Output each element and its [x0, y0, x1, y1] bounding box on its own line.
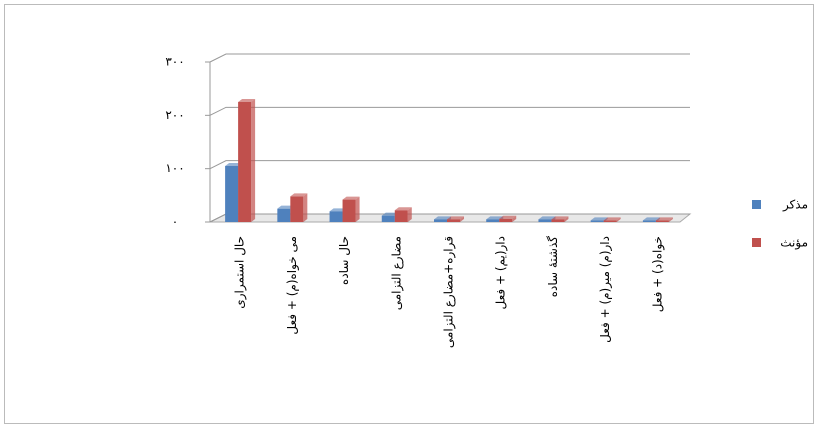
- bar-top: [486, 216, 504, 220]
- bar: [434, 219, 447, 222]
- bar-side: [355, 196, 360, 222]
- bar: [538, 219, 552, 222]
- chart-frame: [4, 4, 814, 424]
- bar: [499, 218, 513, 222]
- bar-top: [329, 208, 347, 212]
- x-tick-label: دار(یم) + فعل: [494, 236, 509, 309]
- x-tick-label: گذشتهٔ ساده: [546, 236, 560, 298]
- bar-top: [342, 196, 360, 200]
- bar: [486, 219, 500, 222]
- bar: [238, 102, 252, 222]
- x-tick-label: حال ساده: [337, 236, 351, 285]
- bar-side: [251, 99, 256, 222]
- bar: [655, 220, 669, 222]
- grid-line: [209, 106, 690, 116]
- y-tick-label: ۱۰۰: [165, 161, 184, 175]
- bar: [394, 210, 408, 222]
- bar: [447, 219, 460, 222]
- bar: [342, 199, 356, 222]
- bar-side: [668, 217, 673, 222]
- bar-top: [381, 212, 399, 216]
- bar-top: [225, 163, 243, 166]
- bar-side: [512, 215, 517, 222]
- bar: [329, 211, 343, 222]
- bar: [551, 219, 565, 222]
- bar-top: [394, 207, 412, 211]
- bar-top: [538, 216, 556, 220]
- bar-top: [642, 217, 660, 221]
- x-tick-label: حال استمراری: [233, 236, 248, 309]
- bar: [381, 215, 395, 222]
- bar-top: [590, 217, 608, 221]
- y-tick-label: ۲۰۰: [165, 108, 184, 122]
- legend-swatch: [752, 200, 761, 209]
- bar-top: [434, 216, 451, 220]
- x-tick-label: دار(م) میر(م) + فعل: [598, 236, 613, 343]
- bar: [603, 220, 617, 222]
- bar: [642, 220, 656, 222]
- x-tick-label: می خواه(م) + فعل: [285, 236, 300, 335]
- grid-line: [209, 160, 690, 170]
- bar-top: [290, 193, 308, 197]
- bar: [277, 208, 291, 222]
- legend-label: مذکر: [782, 198, 808, 213]
- bar: [225, 166, 239, 222]
- bar-top: [551, 216, 569, 220]
- bar-side: [407, 207, 412, 222]
- y-tick-label: ۰: [172, 215, 178, 229]
- x-tick-label: مضارع التزامی: [389, 236, 404, 310]
- bar-side: [564, 216, 569, 222]
- x-tick-label: قراره+مضارع التزامی: [442, 236, 457, 348]
- legend-swatch: [752, 238, 761, 247]
- bar-top: [655, 217, 673, 221]
- bar-top: [499, 215, 517, 219]
- bar: [590, 220, 604, 222]
- bar-top: [238, 99, 256, 102]
- bar-side: [303, 193, 308, 222]
- bar-top: [603, 217, 621, 221]
- bar-top: [447, 216, 464, 220]
- x-tick-label: خواه(د) + فعل: [650, 236, 665, 312]
- bar-top: [277, 205, 295, 209]
- y-tick-label: ۳۰۰: [165, 55, 184, 69]
- bar-side: [616, 217, 621, 222]
- bar: [290, 196, 304, 222]
- grid-line: [209, 53, 690, 63]
- legend-label: مؤنث: [780, 236, 808, 251]
- bar-side: [460, 216, 464, 222]
